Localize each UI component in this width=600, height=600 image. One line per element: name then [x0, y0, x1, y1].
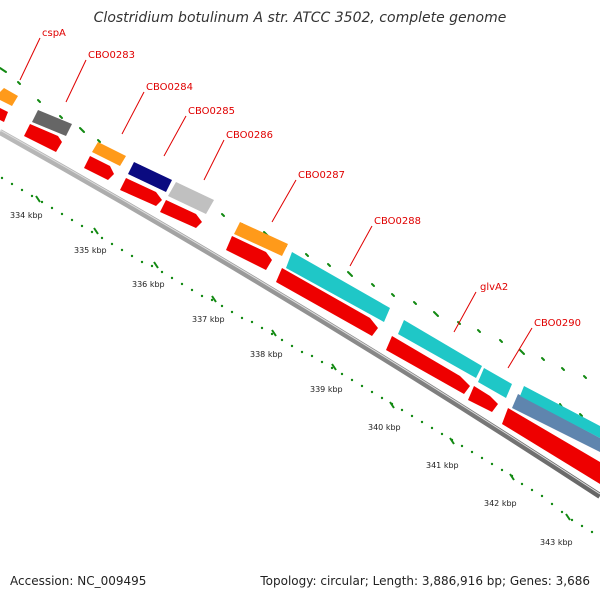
- gene-CBO0284[interactable]: [92, 142, 126, 166]
- gene-label-CBO0285: CBO0285: [188, 106, 235, 117]
- gene-CBO0286[interactable]: [168, 182, 214, 214]
- gene-label-cspA: cspA: [42, 28, 66, 39]
- cds-arrow-4[interactable]: [120, 178, 162, 206]
- cds-arrow-6[interactable]: [226, 236, 272, 270]
- cds-arrow-10[interactable]: [502, 408, 600, 484]
- gene-label-CBO0288: CBO0288: [374, 216, 421, 227]
- map-title: Clostridium botulinum A str. ATCC 3502, …: [93, 10, 507, 26]
- gene-leaders: [19, 37, 533, 369]
- gene-label-glvA2: glvA2: [480, 282, 508, 293]
- kbp-label-337: 337 kbp: [192, 315, 225, 324]
- gene-label-CBO0283: CBO0283: [88, 50, 135, 61]
- gene-glvA2[interactable]: [398, 320, 482, 378]
- cds-arrow-5[interactable]: [160, 200, 202, 228]
- genome-summary-text: Topology: circular; Length: 3,886,916 bp…: [260, 574, 590, 588]
- kbp-label-343: 343 kbp: [540, 538, 573, 547]
- accession-text: Accession: NC_009495: [10, 574, 147, 588]
- kbp-label-342: 342 kbp: [484, 499, 517, 508]
- kbp-label-339: 339 kbp: [310, 385, 343, 394]
- cds-arrow-3[interactable]: [84, 156, 114, 180]
- kbp-label-341: 341 kbp: [426, 461, 459, 470]
- inner-major-ticks: [35, 195, 571, 521]
- inner-tick-ring: [0, 176, 594, 534]
- kbp-label-335: 335 kbp: [74, 246, 107, 255]
- gene-label-CBO0284: CBO0284: [146, 82, 193, 93]
- gene-CBO0288[interactable]: [286, 252, 390, 322]
- gene-cyan-edge[interactable]: [520, 386, 600, 438]
- kbp-label-340: 340 kbp: [368, 423, 401, 432]
- cds-arrow-1[interactable]: [0, 108, 8, 122]
- gene-CBO0290[interactable]: [478, 368, 512, 398]
- gene-CBO0287[interactable]: [234, 222, 288, 256]
- gene-cspA[interactable]: [0, 88, 18, 106]
- gene-CBO0285[interactable]: [128, 162, 172, 192]
- gene-CBO0283[interactable]: [32, 110, 72, 136]
- gene-label-CBO0290: CBO0290: [534, 318, 581, 329]
- gene-steel[interactable]: [512, 394, 600, 452]
- cds-arrow-2[interactable]: [24, 124, 62, 152]
- cds-arrow-8[interactable]: [386, 336, 470, 394]
- genome-backbone: [0, 129, 600, 499]
- gene-label-CBO0286: CBO0286: [226, 130, 273, 141]
- cds-arrow-9[interactable]: [468, 386, 498, 412]
- kbp-label-336: 336 kbp: [132, 280, 165, 289]
- cds-arrows: [0, 108, 600, 484]
- forward-strand-genes: [0, 88, 600, 452]
- cds-arrow-7[interactable]: [276, 268, 378, 336]
- gene-label-CBO0287: CBO0287: [298, 170, 345, 181]
- kbp-label-338: 338 kbp: [250, 350, 283, 359]
- kbp-label-334: 334 kbp: [10, 211, 43, 220]
